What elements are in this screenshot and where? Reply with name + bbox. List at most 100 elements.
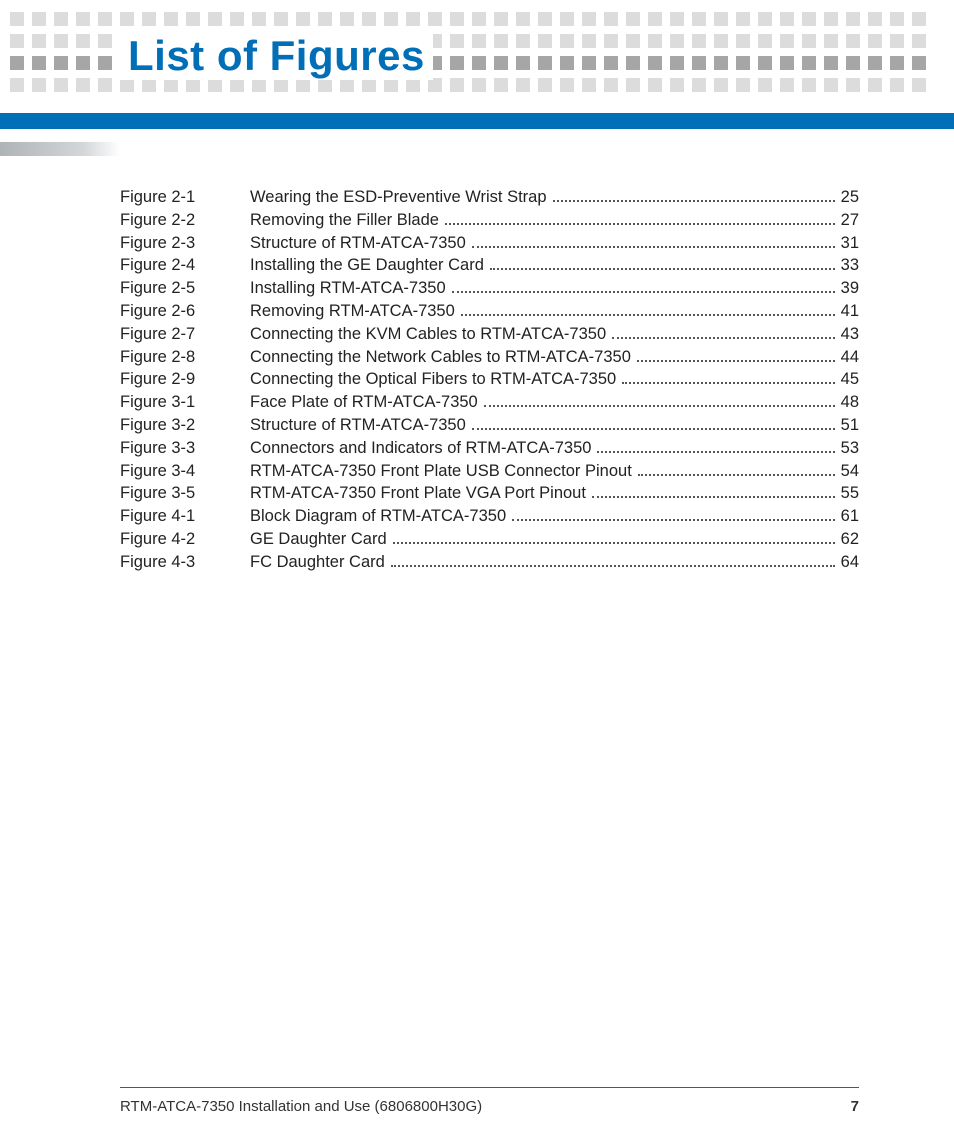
figure-id: Figure 2-9: [120, 370, 250, 389]
decoration-square: [626, 78, 640, 92]
figure-page: 54: [841, 462, 859, 481]
decoration-square: [692, 12, 706, 26]
figure-id: Figure 2-2: [120, 211, 250, 230]
decoration-square: [758, 56, 772, 70]
decoration-square: [54, 78, 68, 92]
decoration-square: [714, 34, 728, 48]
figure-page: 44: [841, 348, 859, 367]
decoration-square: [604, 78, 618, 92]
decoration-square: [10, 34, 24, 48]
decoration-square: [670, 78, 684, 92]
decoration-square: [186, 12, 200, 26]
decoration-square: [340, 78, 354, 92]
decoration-square: [714, 78, 728, 92]
figure-entry: Figure 3-3Connectors and Indicators of R…: [120, 439, 859, 462]
decoration-square: [516, 34, 530, 48]
decoration-square-row: [10, 12, 954, 26]
figure-entry: Figure 2-9Connecting the Optical Fibers …: [120, 370, 859, 393]
footer-page-number: 7: [851, 1098, 859, 1115]
decoration-square: [296, 78, 310, 92]
leader-dots: [472, 246, 835, 248]
decoration-square: [802, 78, 816, 92]
decoration-square: [802, 12, 816, 26]
figure-entry: Figure 3-5RTM-ATCA-7350 Front Plate VGA …: [120, 484, 859, 507]
figure-title: Connecting the Optical Fibers to RTM-ATC…: [250, 370, 616, 389]
decoration-square: [318, 78, 332, 92]
figure-id: Figure 3-3: [120, 439, 250, 458]
figure-id: Figure 2-7: [120, 325, 250, 344]
decoration-square: [142, 78, 156, 92]
decoration-square: [274, 12, 288, 26]
decoration-square: [472, 56, 486, 70]
decoration-square: [318, 12, 332, 26]
decoration-square: [846, 78, 860, 92]
decoration-square: [824, 78, 838, 92]
decoration-square: [384, 78, 398, 92]
decoration-square: [802, 56, 816, 70]
decoration-square: [890, 56, 904, 70]
figure-entry: Figure 4-2GE Daughter Card62: [120, 530, 859, 553]
decoration-square: [340, 12, 354, 26]
decoration-square: [32, 12, 46, 26]
decoration-square: [450, 34, 464, 48]
leader-dots: [393, 542, 835, 544]
figure-id: Figure 3-4: [120, 462, 250, 481]
figure-title: FC Daughter Card: [250, 553, 385, 572]
decoration-square: [692, 78, 706, 92]
decoration-square: [450, 12, 464, 26]
leader-dots: [461, 314, 835, 316]
decoration-square: [604, 56, 618, 70]
leader-dots: [553, 200, 835, 202]
decoration-square: [912, 34, 926, 48]
decoration-square: [428, 12, 442, 26]
figure-page: 31: [841, 234, 859, 253]
decoration-square: [692, 34, 706, 48]
figure-page: 55: [841, 484, 859, 503]
figure-page: 39: [841, 279, 859, 298]
figure-entry: Figure 3-4RTM-ATCA-7350 Front Plate USB …: [120, 462, 859, 485]
decoration-square: [736, 56, 750, 70]
figure-id: Figure 3-2: [120, 416, 250, 435]
leader-dots: [512, 519, 835, 521]
decoration-square: [692, 56, 706, 70]
decoration-square: [98, 34, 112, 48]
decoration-square: [494, 78, 508, 92]
decoration-square: [846, 12, 860, 26]
decoration-square-row: [10, 78, 954, 92]
figure-page: 25: [841, 188, 859, 207]
decoration-square: [780, 78, 794, 92]
decoration-square: [670, 12, 684, 26]
figure-id: Figure 4-3: [120, 553, 250, 572]
decoration-square: [824, 12, 838, 26]
figure-page: 53: [841, 439, 859, 458]
decoration-square: [670, 56, 684, 70]
decoration-square: [582, 34, 596, 48]
figure-id: Figure 4-2: [120, 530, 250, 549]
figure-page: 51: [841, 416, 859, 435]
leader-dots: [391, 565, 835, 567]
list-of-figures: Figure 2-1Wearing the ESD-Preventive Wri…: [120, 188, 859, 576]
decoration-square: [362, 12, 376, 26]
decoration-square: [780, 12, 794, 26]
figure-id: Figure 3-1: [120, 393, 250, 412]
decoration-square: [450, 56, 464, 70]
figure-id: Figure 2-3: [120, 234, 250, 253]
decoration-square: [890, 12, 904, 26]
figure-page: 61: [841, 507, 859, 526]
decoration-square: [274, 78, 288, 92]
figure-page: 48: [841, 393, 859, 412]
page-footer: RTM-ATCA-7350 Installation and Use (6806…: [120, 1098, 859, 1115]
leader-dots: [490, 268, 835, 270]
leader-dots: [622, 382, 834, 384]
decoration-square: [648, 56, 662, 70]
decoration-square: [758, 78, 772, 92]
decoration-square: [868, 56, 882, 70]
decoration-square: [846, 56, 860, 70]
decoration-square: [10, 56, 24, 70]
decoration-square: [32, 34, 46, 48]
decoration-square: [494, 34, 508, 48]
figure-title: Face Plate of RTM-ATCA-7350: [250, 393, 478, 412]
decoration-square: [582, 12, 596, 26]
decoration-square: [780, 34, 794, 48]
decoration-square: [54, 56, 68, 70]
